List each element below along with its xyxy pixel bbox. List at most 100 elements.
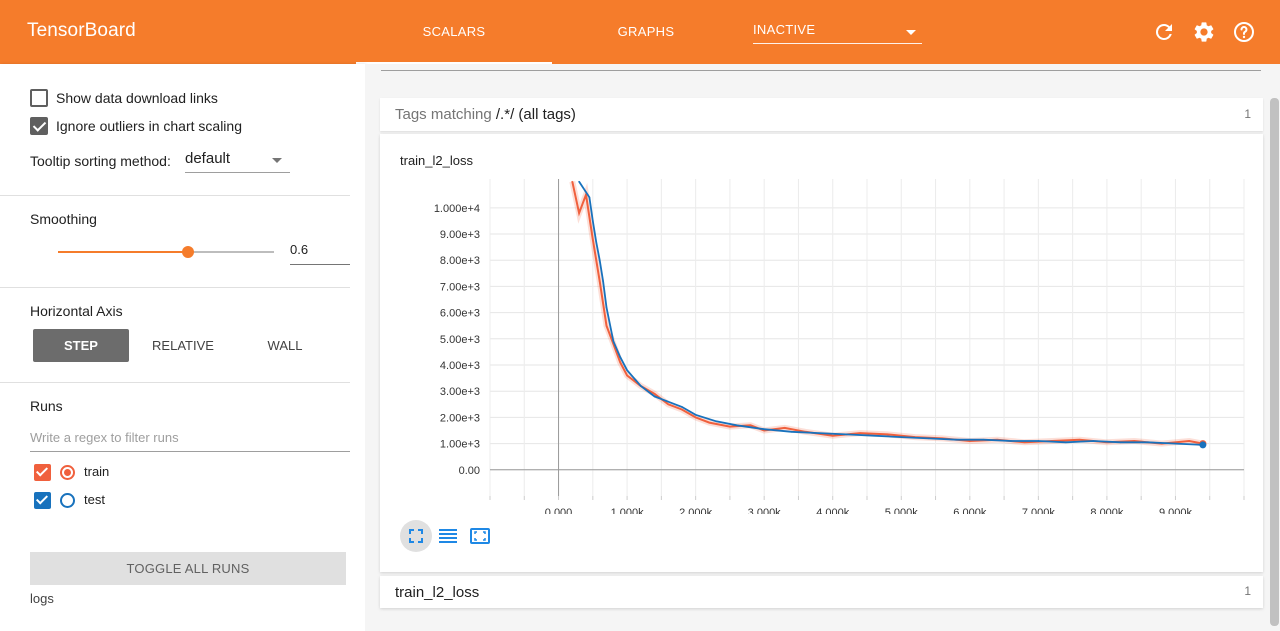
run-test-label: test xyxy=(84,492,105,507)
x-tick-label: 1.000k xyxy=(611,507,645,514)
tags-matching-text: Tags matching /.*/ (all tags) xyxy=(395,106,576,123)
series-test-point xyxy=(1037,440,1040,442)
divider xyxy=(0,287,350,288)
tags-count: 1 xyxy=(1244,107,1251,121)
runs-filter-input[interactable]: Write a regex to filter runs xyxy=(30,430,350,452)
axis-relative-button[interactable]: RELATIVE xyxy=(152,338,214,353)
tags-matching-prefix: Tags matching xyxy=(395,106,496,123)
run-train-checkbox[interactable] xyxy=(34,464,51,481)
series-train-point xyxy=(626,374,628,377)
help-icon[interactable] xyxy=(1232,20,1256,44)
series-test-point xyxy=(588,196,591,199)
x-tick-label: 5.000k xyxy=(885,507,919,514)
series-train-point xyxy=(571,180,574,183)
y-tick-label: 7.00e+3 xyxy=(440,281,480,293)
y-tick-label: 2.00e+3 xyxy=(440,412,480,424)
toggle-all-runs-button[interactable]: TOGGLE ALL RUNS xyxy=(30,552,346,585)
series-test-point xyxy=(598,259,601,262)
tab-scalars[interactable]: SCALARS xyxy=(356,0,552,64)
series-test-point xyxy=(818,432,820,434)
series-train-point xyxy=(831,434,834,437)
tags-matching-regex: /.*/ xyxy=(495,106,515,123)
x-tick-label: 4.000k xyxy=(816,507,850,514)
y-tick-label: 3.00e+3 xyxy=(440,386,480,398)
series-test-point xyxy=(595,241,598,243)
axis-step-button[interactable]: STEP xyxy=(33,329,129,362)
expand-icon xyxy=(470,528,490,544)
tag-group-title: train_l2_loss xyxy=(395,584,480,601)
series-test-point xyxy=(763,428,765,430)
run-test-radio[interactable] xyxy=(60,493,75,508)
smoothing-value-input[interactable]: 0.6 xyxy=(290,242,350,265)
series-test-line xyxy=(578,181,1203,446)
series-test-point xyxy=(592,220,594,222)
x-tick-label: 8.000k xyxy=(1090,507,1124,514)
series-test-point xyxy=(626,369,628,372)
horizontal-axis-title: Horizontal Axis xyxy=(30,303,123,319)
series-test-point xyxy=(612,340,615,343)
scrollbar[interactable] xyxy=(1270,98,1279,626)
tooltip-sorting-value: default xyxy=(185,150,231,167)
series-test-point xyxy=(1174,442,1177,445)
smoothing-slider-knob[interactable] xyxy=(181,246,194,258)
axis-wall-button[interactable]: WALL xyxy=(267,338,303,353)
smoothing-slider[interactable] xyxy=(58,246,274,258)
reset-zoom-button[interactable] xyxy=(464,520,496,552)
series-train-point xyxy=(598,280,601,282)
chevron-down-icon xyxy=(272,158,282,163)
toggle-log-scale-button[interactable] xyxy=(432,520,464,552)
series-test-point xyxy=(578,180,580,183)
top-app-bar: TensorBoard SCALARS GRAPHS INACTIVE xyxy=(0,0,1280,64)
main-content: Tags matching /.*/ (all tags) 1 train_l2… xyxy=(365,64,1280,631)
x-tick-label: 3.000k xyxy=(748,507,782,514)
series-test-point xyxy=(845,433,848,436)
refresh-icon[interactable] xyxy=(1152,20,1176,44)
y-tick-label: 1.00e+3 xyxy=(440,439,480,451)
series-test-point xyxy=(1092,440,1094,442)
chart-card: train_l2_loss 0.00 1.00e+3 2.00e+3 3.00e+3 4… xyxy=(380,134,1263,572)
smoothing-slider-fill xyxy=(58,251,188,253)
series-test-point xyxy=(640,385,642,387)
x-tick-label: 0.000 xyxy=(545,507,573,514)
series-test-point xyxy=(735,424,738,427)
fullscreen-icon xyxy=(409,529,423,543)
series-train-point xyxy=(1188,440,1190,442)
series-test-point xyxy=(927,437,930,440)
tag-filter-input[interactable] xyxy=(381,70,1261,71)
run-train-label: train xyxy=(84,464,110,479)
series-train-point xyxy=(749,424,752,427)
series-train-point xyxy=(859,432,861,434)
ignore-outliers-label: Ignore outliers in chart scaling xyxy=(56,118,242,134)
series-test-point xyxy=(605,306,608,309)
series-train-point xyxy=(1078,438,1081,441)
runs-filter-placeholder: Write a regex to filter runs xyxy=(30,430,179,445)
tooltip-sorting-dropdown[interactable]: default xyxy=(185,150,290,173)
y-tick-label: 9.00e+3 xyxy=(440,229,480,241)
chart-title: train_l2_loss xyxy=(400,153,473,168)
ignore-outliers-checkbox[interactable] xyxy=(30,117,48,135)
series-train-point xyxy=(729,425,731,428)
settings-icon[interactable] xyxy=(1192,20,1216,44)
series-train-point xyxy=(694,416,697,419)
inactive-dashboards-dropdown[interactable]: INACTIVE xyxy=(753,22,922,44)
x-tick-label: 7.000k xyxy=(1022,507,1056,514)
run-test-checkbox[interactable] xyxy=(34,492,51,509)
chevron-down-icon xyxy=(906,30,916,35)
show-download-links-label: Show data download links xyxy=(56,90,218,106)
series-test-point xyxy=(715,420,717,423)
run-train-radio[interactable] xyxy=(60,465,75,480)
series-train-point xyxy=(681,408,683,411)
series-test-point xyxy=(653,395,656,398)
app-title: TensorBoard xyxy=(27,20,136,41)
fit-domain-button[interactable] xyxy=(400,520,432,552)
line-chart[interactable]: 0.00 1.00e+3 2.00e+3 3.00e+3 4.00e+3 5.00e+3 6… xyxy=(380,134,1263,514)
tags-matching-suffix: (all tags) xyxy=(514,106,576,123)
tab-graphs[interactable]: GRAPHS xyxy=(617,24,675,39)
y-tick-label: 1.000e+4 xyxy=(434,203,480,215)
tag-group-card[interactable]: train_l2_loss 1 xyxy=(380,576,1263,608)
show-download-links-checkbox[interactable] xyxy=(30,89,48,107)
x-tick-label: 2.000k xyxy=(679,507,713,514)
x-tick-label: 9.000k xyxy=(1159,507,1193,514)
tags-matching-header[interactable]: Tags matching /.*/ (all tags) 1 xyxy=(380,98,1263,131)
series-test-point xyxy=(694,413,697,416)
